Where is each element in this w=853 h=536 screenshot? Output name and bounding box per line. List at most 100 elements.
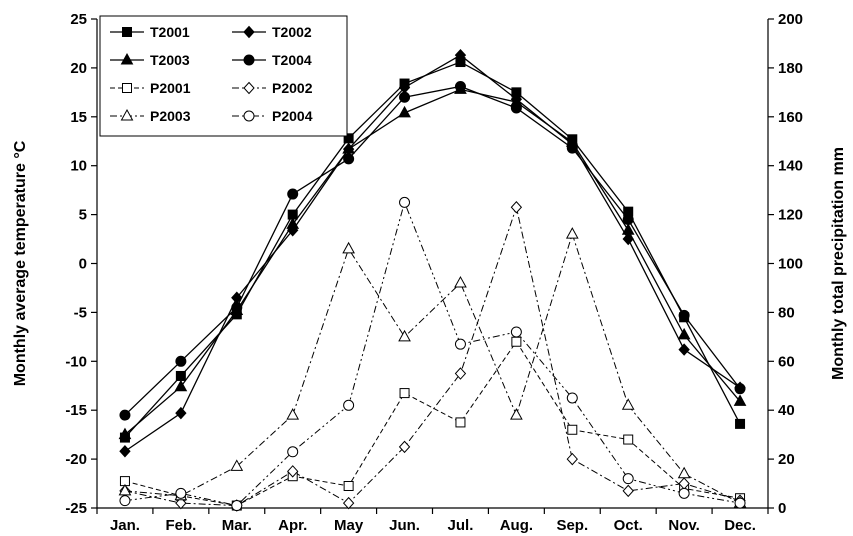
legend-label-p2004: P2004 (272, 108, 313, 124)
right-tick-label: 140 (778, 158, 803, 175)
data-point-p2003 (623, 399, 634, 409)
data-point-p2004 (344, 400, 354, 410)
data-point-p2003 (287, 409, 298, 419)
data-point-p2002 (511, 202, 521, 213)
x-tick-label: Jun. (389, 517, 420, 534)
x-tick-label: Nov. (668, 517, 699, 534)
data-point-t2002 (120, 446, 130, 457)
x-tick-label: Dec. (724, 517, 756, 534)
right-tick-label: 180 (778, 60, 803, 77)
data-point-p2002 (567, 454, 577, 465)
data-point-p2004 (288, 447, 298, 457)
data-point-t2004 (455, 81, 465, 91)
left-axis-title: Monthly average temperature °C (12, 140, 29, 386)
data-point-p2001 (624, 435, 633, 444)
right-tick-label: 60 (778, 353, 795, 370)
data-point-p2003 (399, 331, 410, 341)
data-point-p2004 (623, 474, 633, 484)
data-point-p2004 (679, 488, 689, 498)
data-point-t2004 (176, 356, 186, 366)
data-point-t2001 (176, 371, 185, 380)
data-point-p2004 (455, 339, 465, 349)
data-point-t2004 (511, 103, 521, 113)
data-point-p2003 (567, 228, 578, 238)
right-tick-label: 20 (778, 451, 795, 468)
data-point-p2004 (567, 393, 577, 403)
legend-label-t2003: T2003 (150, 52, 190, 68)
right-tick-label: 200 (778, 11, 803, 28)
data-point-t2002 (176, 408, 186, 419)
data-point-p2003 (511, 409, 522, 419)
data-point-p2001 (512, 337, 521, 346)
right-tick-label: 120 (778, 207, 803, 224)
left-tick-label: 15 (70, 109, 87, 126)
left-tick-label: 25 (70, 11, 87, 28)
x-tick-label: Jan. (110, 517, 140, 534)
legend-label-t2004: T2004 (272, 52, 312, 68)
data-point-p2004 (120, 496, 130, 506)
right-tick-label: 160 (778, 109, 803, 126)
data-point-t2004 (344, 154, 354, 164)
data-point-p2001 (344, 481, 353, 490)
data-point-p2004 (232, 501, 242, 511)
x-tick-label: Mar. (222, 517, 252, 534)
left-tick-label: -5 (74, 304, 87, 321)
data-point-t2002 (679, 344, 689, 355)
legend-marker-p2001 (123, 84, 132, 93)
legend-label-p2002: P2002 (272, 80, 313, 96)
left-tick-label: -25 (65, 500, 87, 517)
right-tick-label: 80 (778, 304, 795, 321)
legend-label-p2003: P2003 (150, 108, 191, 124)
right-axis-title: Monthly total precipitation mm (830, 147, 847, 380)
data-point-t2004 (120, 410, 130, 420)
data-point-p2001 (400, 389, 409, 398)
data-point-p2003 (231, 460, 242, 470)
x-tick-label: Apr. (278, 517, 307, 534)
left-tick-label: 0 (79, 256, 87, 273)
x-tick-label: May (334, 517, 364, 534)
data-point-t2004 (232, 303, 242, 313)
right-tick-label: 0 (778, 500, 786, 517)
right-tick-label: 40 (778, 402, 795, 419)
left-tick-label: 5 (79, 207, 87, 224)
data-point-p2003 (455, 277, 466, 287)
legend-label-p2001: P2001 (150, 80, 191, 96)
x-tick-label: Feb. (165, 517, 196, 534)
x-tick-label: Jul. (448, 517, 474, 534)
data-point-t2004 (567, 143, 577, 153)
data-point-p2001 (456, 418, 465, 427)
legend-marker-t2001 (123, 28, 132, 37)
legend-marker-t2004 (244, 55, 254, 65)
data-point-t2003 (679, 329, 690, 339)
left-tick-label: -20 (65, 451, 87, 468)
legend-label-t2001: T2001 (150, 24, 190, 40)
series-line-p2001 (125, 342, 740, 506)
data-point-t2002 (623, 234, 633, 245)
left-tick-label: 20 (70, 60, 87, 77)
left-tick-label: -15 (65, 402, 87, 419)
legend: T2001 T2002 T2003 T2004 P2001 P2002 P2003 P2004 (100, 16, 347, 136)
data-point-p2001 (568, 425, 577, 434)
data-point-t2004 (679, 310, 689, 320)
left-tick-label: 10 (70, 158, 87, 175)
data-point-t2001 (736, 419, 745, 428)
data-point-p2003 (679, 468, 690, 478)
data-point-p2004 (400, 197, 410, 207)
series-line-t2003 (125, 89, 740, 434)
data-point-p2004 (511, 327, 521, 337)
data-point-t2004 (623, 214, 633, 224)
data-point-p2004 (735, 498, 745, 508)
data-point-t2004 (735, 384, 745, 394)
data-point-p2004 (176, 488, 186, 498)
x-tick-label: Aug. (500, 517, 533, 534)
data-point-p2002 (623, 485, 633, 496)
data-point-p2003 (343, 243, 354, 253)
left-tick-label: -10 (65, 353, 87, 370)
x-tick-label: Sep. (556, 517, 588, 534)
right-tick-label: 100 (778, 256, 803, 273)
x-tick-label: Oct. (614, 517, 643, 534)
data-point-t2004 (288, 189, 298, 199)
data-point-p2002 (344, 498, 354, 509)
legend-label-t2002: T2002 (272, 24, 312, 40)
